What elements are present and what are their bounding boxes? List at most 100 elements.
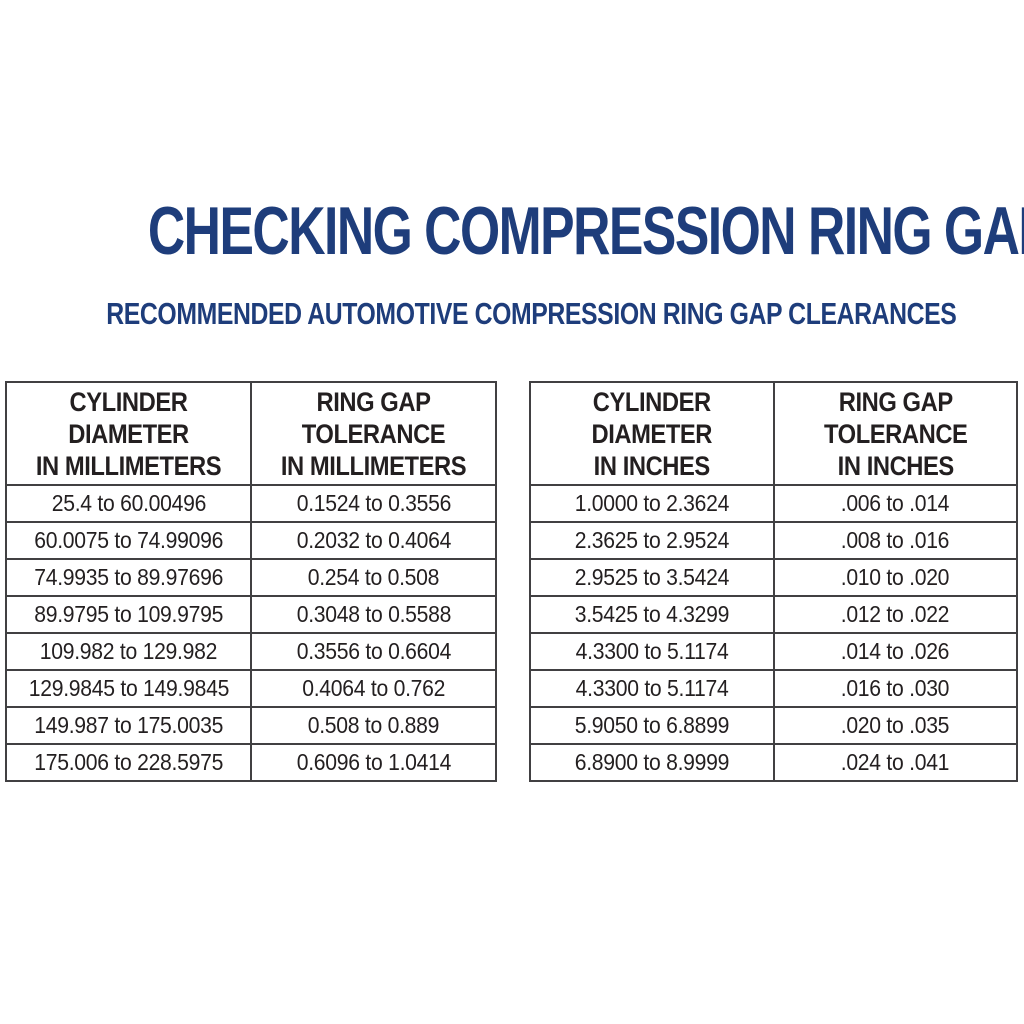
table-cell: 0.1524 to 0.3556 (250, 484, 497, 523)
header-cell-ring-gap-tolerance-in: RING GAP TOLERANCE IN INCHES (772, 381, 1018, 486)
table-row: 129.9845 to 149.9845 0.4064 to 0.762 (5, 669, 497, 708)
header-cell-cylinder-diameter-mm: CYLINDER DIAMETER IN MILLIMETERS (5, 381, 252, 486)
header-line: IN INCHES (837, 450, 954, 481)
inches-table-body: 1.0000 to 2.3624 .006 to .014 2.3625 to 2.… (529, 484, 1018, 782)
table-cell: .010 to .020 (772, 558, 1018, 597)
table-cell-text: 0.3556 to 0.6604 (296, 638, 451, 664)
table-cell: .008 to .016 (772, 521, 1018, 560)
table-cell: 175.006 to 228.5975 (5, 743, 252, 782)
table-row: 1.0000 to 2.3624 .006 to .014 (529, 484, 1018, 523)
table-cell: 4.3300 to 5.1174 (529, 669, 775, 708)
table-row: 109.982 to 129.982 0.3556 to 0.6604 (5, 632, 497, 671)
table-cell-text: 25.4 to 60.00496 (51, 490, 206, 516)
table-cell-text: 4.3300 to 5.1174 (575, 675, 729, 701)
header-cell-cylinder-diameter-in: CYLINDER DIAMETER IN INCHES (529, 381, 775, 486)
table-cell-text: .014 to .026 (841, 638, 950, 664)
page-subtitle-text: RECOMMENDED AUTOMOTIVE COMPRESSION RING … (106, 296, 957, 331)
table-row: 3.5425 to 4.3299 .012 to .022 (529, 595, 1018, 634)
page-subtitle: RECOMMENDED AUTOMOTIVE COMPRESSION RING … (0, 297, 1024, 331)
table-cell: 0.254 to 0.508 (250, 558, 497, 597)
table-cell-text: 4.3300 to 5.1174 (575, 638, 729, 664)
header-line: IN MILLIMETERS (35, 450, 222, 481)
header-row: CYLINDER DIAMETER IN INCHES RING GAP TOL… (529, 381, 1018, 486)
table-cell: 74.9935 to 89.97696 (5, 558, 252, 597)
table-cell-text: 0.254 to 0.508 (307, 564, 440, 590)
table-cell-text: 0.508 to 0.889 (307, 712, 440, 738)
header-line: TOLERANCE (823, 418, 968, 449)
table-cell: .012 to .022 (772, 595, 1018, 634)
table-cell-text: 60.0075 to 74.99096 (34, 527, 223, 553)
table-cell: 2.3625 to 2.9524 (529, 521, 775, 560)
header-line: CYLINDER (592, 386, 711, 417)
header-line: CYLINDER (69, 386, 188, 417)
table-row: 25.4 to 60.00496 0.1524 to 0.3556 (5, 484, 497, 523)
header-line: RING GAP (316, 386, 431, 417)
header-lines: RING GAP TOLERANCE IN MILLIMETERS (267, 386, 481, 482)
table-cell: 60.0075 to 74.99096 (5, 521, 252, 560)
table-cell: 109.982 to 129.982 (5, 632, 252, 671)
header-lines: CYLINDER DIAMETER IN INCHES (545, 386, 758, 482)
table-cell-text: .024 to .041 (841, 749, 950, 775)
table-cell-text: 109.982 to 129.982 (39, 638, 218, 664)
table-cell: 0.2032 to 0.4064 (250, 521, 497, 560)
table-cell-text: 0.6096 to 1.0414 (296, 749, 451, 775)
table-cell-text: 74.9935 to 89.97696 (34, 564, 223, 590)
table-cell-text: .012 to .022 (841, 601, 950, 627)
table-cell-text: 2.3625 to 2.9524 (574, 527, 730, 553)
table-row: 4.3300 to 5.1174 .016 to .030 (529, 669, 1018, 708)
table-cell-text: 0.3048 to 0.5588 (296, 601, 451, 627)
table-cell: .006 to .014 (772, 484, 1018, 523)
table-row: 149.987 to 175.0035 0.508 to 0.889 (5, 706, 497, 745)
table-cell: 129.9845 to 149.9845 (5, 669, 252, 708)
table-row: 4.3300 to 5.1174 .014 to .026 (529, 632, 1018, 671)
table-cell: 3.5425 to 4.3299 (529, 595, 775, 634)
table-cell-text: 0.2032 to 0.4064 (296, 527, 451, 553)
header-line: IN MILLIMETERS (280, 450, 467, 481)
table-cell: 2.9525 to 3.5424 (529, 558, 775, 597)
table-cell-text: 149.987 to 175.0035 (34, 712, 223, 738)
table-cell: 149.987 to 175.0035 (5, 706, 252, 745)
table-cell-text: .010 to .020 (841, 564, 950, 590)
table-row: 6.8900 to 8.9999 .024 to .041 (529, 743, 1018, 782)
table-cell: .014 to .026 (772, 632, 1018, 671)
table-cell: 0.6096 to 1.0414 (250, 743, 497, 782)
header-line: DIAMETER (68, 418, 189, 449)
header-line: TOLERANCE (301, 418, 446, 449)
header-row: CYLINDER DIAMETER IN MILLIMETERS RING GA… (5, 381, 497, 486)
inches-table: CYLINDER DIAMETER IN INCHES RING GAP TOL… (529, 381, 1018, 782)
header-lines: CYLINDER DIAMETER IN MILLIMETERS (22, 386, 236, 482)
table-cell: .024 to .041 (772, 743, 1018, 782)
header-line: RING GAP (838, 386, 953, 417)
table-cell-text: .020 to .035 (841, 712, 950, 738)
table-row: 74.9935 to 89.97696 0.254 to 0.508 (5, 558, 497, 597)
table-cell: .020 to .035 (772, 706, 1018, 745)
header-line: DIAMETER (591, 418, 713, 449)
table-cell-text: 2.9525 to 3.5424 (574, 564, 730, 590)
table-cell-text: 0.4064 to 0.762 (302, 675, 445, 701)
table-cell-text: 6.8900 to 8.9999 (574, 749, 730, 775)
page-title-text: CHECKING COMPRESSION RING GAPS (147, 193, 1024, 269)
table-cell-text: 89.9795 to 109.9795 (34, 601, 223, 627)
inches-table-header: CYLINDER DIAMETER IN INCHES RING GAP TOL… (529, 381, 1018, 486)
table-cell: 0.4064 to 0.762 (250, 669, 497, 708)
table-cell-text: 5.9050 to 6.8899 (574, 712, 730, 738)
table-cell-text: 129.9845 to 149.9845 (28, 675, 229, 701)
table-cell-text: 175.006 to 228.5975 (34, 749, 223, 775)
table-row: 5.9050 to 6.8899 .020 to .035 (529, 706, 1018, 745)
table-cell: 6.8900 to 8.9999 (529, 743, 775, 782)
table-cell-text: .006 to .014 (841, 490, 950, 516)
table-cell: 0.508 to 0.889 (250, 706, 497, 745)
table-cell-text: .016 to .030 (841, 675, 950, 701)
header-lines: RING GAP TOLERANCE IN INCHES (789, 386, 1002, 482)
header-cell-ring-gap-tolerance-mm: RING GAP TOLERANCE IN MILLIMETERS (250, 381, 497, 486)
header-line: IN INCHES (593, 450, 711, 481)
page-title: CHECKING COMPRESSION RING GAPS (0, 193, 1024, 269)
table-cell: 89.9795 to 109.9795 (5, 595, 252, 634)
table-cell: 5.9050 to 6.8899 (529, 706, 775, 745)
table-cell-text: .008 to .016 (841, 527, 950, 553)
table-cell: 25.4 to 60.00496 (5, 484, 252, 523)
table-cell-text: 0.1524 to 0.3556 (296, 490, 451, 516)
table-cell: 4.3300 to 5.1174 (529, 632, 775, 671)
table-row: 2.9525 to 3.5424 .010 to .020 (529, 558, 1018, 597)
